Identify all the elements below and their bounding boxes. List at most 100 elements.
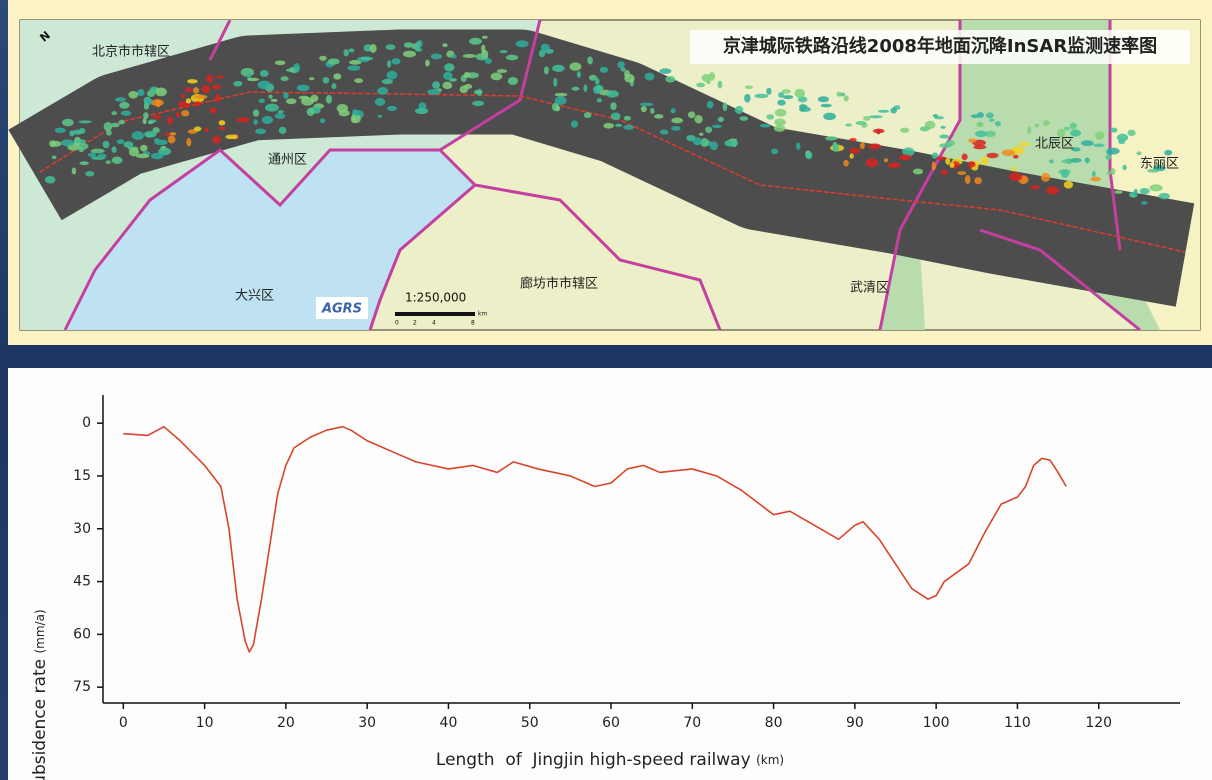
point	[212, 84, 221, 89]
point	[694, 115, 702, 124]
point	[572, 87, 580, 91]
point	[52, 141, 61, 147]
point	[941, 170, 948, 175]
point	[72, 168, 76, 175]
point	[137, 89, 144, 96]
point	[1002, 150, 1015, 157]
point	[247, 78, 259, 81]
point	[444, 63, 455, 71]
point	[497, 69, 507, 73]
point	[425, 60, 430, 67]
point	[920, 126, 930, 131]
point	[600, 67, 608, 73]
point	[900, 128, 909, 133]
scale-bar-label: 4	[432, 320, 436, 327]
point	[153, 115, 161, 119]
point	[869, 143, 882, 149]
point	[476, 53, 488, 60]
point	[755, 94, 769, 98]
point	[707, 101, 714, 109]
point	[204, 128, 208, 133]
district-label: 通州区	[268, 153, 307, 168]
scale-bar	[395, 312, 475, 316]
point	[688, 111, 695, 118]
point	[702, 74, 711, 82]
point	[844, 96, 849, 102]
point	[1085, 157, 1090, 163]
district-label: 武清区	[850, 281, 889, 296]
point	[796, 142, 800, 150]
point	[121, 110, 132, 115]
point	[936, 157, 946, 161]
point	[1106, 172, 1111, 175]
point	[718, 117, 724, 122]
point	[360, 57, 373, 61]
point	[671, 118, 683, 124]
point	[119, 102, 129, 109]
point	[932, 162, 936, 171]
point	[481, 45, 485, 53]
point	[275, 60, 286, 65]
point	[723, 102, 728, 111]
point	[624, 116, 632, 121]
point	[91, 149, 105, 154]
map-scale: 1:250,000	[405, 291, 466, 305]
x-tick-label: 50	[521, 715, 539, 731]
point	[705, 126, 712, 133]
point	[472, 101, 484, 106]
point	[463, 54, 476, 58]
point	[165, 132, 170, 136]
point	[391, 58, 400, 64]
point	[1009, 172, 1022, 180]
point	[775, 109, 787, 117]
point	[1049, 159, 1054, 163]
point	[79, 120, 92, 123]
point	[351, 114, 357, 123]
point	[146, 134, 153, 138]
point	[88, 153, 96, 158]
point	[1110, 128, 1117, 133]
point	[1043, 120, 1050, 126]
point	[332, 83, 337, 89]
point	[665, 76, 675, 83]
point	[464, 72, 471, 78]
point	[799, 104, 808, 108]
point	[654, 114, 663, 118]
point	[309, 77, 314, 80]
point	[431, 53, 442, 59]
point	[706, 81, 711, 84]
point	[491, 72, 503, 80]
point	[739, 116, 748, 121]
point	[777, 100, 785, 106]
point	[1164, 150, 1172, 156]
point	[771, 149, 778, 155]
page: 京津城际铁路沿线2008年地面沉降InSAR监测速率图 北京市市辖区 通州区 大…	[0, 0, 1212, 780]
point	[128, 91, 138, 99]
point	[1095, 131, 1104, 140]
point	[718, 81, 723, 89]
point	[843, 160, 849, 167]
point	[836, 92, 841, 97]
point	[940, 126, 945, 129]
point	[554, 93, 567, 97]
point	[186, 138, 191, 146]
point	[833, 143, 839, 152]
point	[123, 141, 133, 148]
point	[255, 129, 266, 135]
scale-bar-label: 0	[395, 320, 399, 327]
point	[624, 70, 630, 78]
point	[693, 137, 702, 145]
scale-bar-label: 8	[471, 320, 475, 327]
point	[617, 61, 624, 68]
point	[343, 49, 349, 56]
point	[460, 86, 468, 94]
point	[168, 136, 176, 144]
point	[544, 66, 549, 74]
point	[378, 115, 382, 118]
point	[957, 171, 966, 175]
point	[275, 113, 286, 119]
logo: AGRS	[321, 302, 362, 317]
point	[541, 44, 550, 51]
point	[1127, 130, 1135, 136]
point	[724, 140, 738, 147]
